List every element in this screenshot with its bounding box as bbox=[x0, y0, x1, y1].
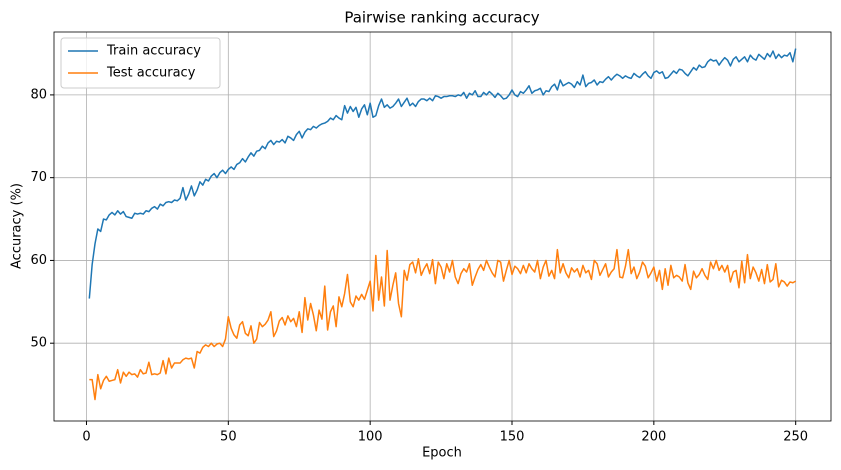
x-tick-label: 250 bbox=[783, 430, 808, 445]
y-tick-label: 50 bbox=[30, 336, 47, 351]
y-tick-label: 60 bbox=[30, 253, 47, 268]
x-axis-label: Epoch bbox=[422, 446, 462, 461]
plot-frame bbox=[53, 31, 832, 422]
y-tick-label: 80 bbox=[30, 87, 47, 102]
y-axis-label: Accuracy (%) bbox=[10, 183, 25, 269]
series-line bbox=[88, 48, 797, 299]
x-tick-label: 100 bbox=[358, 430, 383, 445]
x-tick-label: 150 bbox=[500, 430, 525, 445]
legend-label: Train accuracy bbox=[106, 44, 201, 59]
series-line bbox=[89, 248, 797, 401]
legend-box bbox=[60, 37, 221, 89]
chart-title: Pairwise ranking accuracy bbox=[344, 9, 539, 27]
legend-label: Test accuracy bbox=[106, 66, 196, 81]
x-tick-label: 50 bbox=[220, 430, 237, 445]
y-tick-label: 70 bbox=[30, 170, 47, 185]
x-tick-label: 200 bbox=[641, 430, 666, 445]
x-tick-label: 0 bbox=[82, 430, 90, 445]
